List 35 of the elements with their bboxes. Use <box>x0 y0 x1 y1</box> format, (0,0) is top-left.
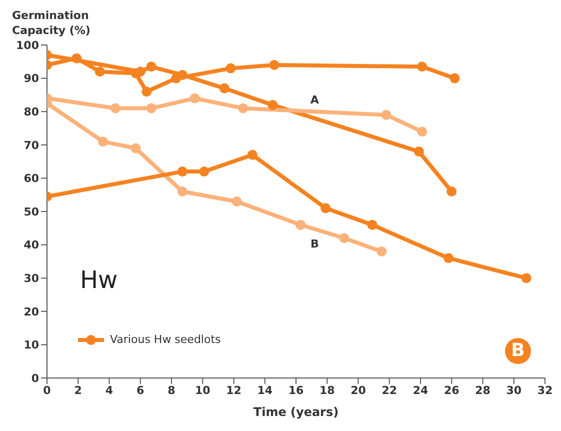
y-tick-label: 30 <box>24 272 40 286</box>
x-tick-label: 8 <box>168 384 176 397</box>
y-tick-label: 50 <box>24 205 40 218</box>
y-tick-label: 70 <box>24 138 40 152</box>
legend-label: Various Hw seedlots <box>110 333 221 346</box>
annotation: B <box>310 237 319 250</box>
y-tick-label: 90 <box>24 72 40 86</box>
annotation: A <box>310 94 320 107</box>
y-tick-label: 60 <box>24 172 40 186</box>
y-tick-label: 0 <box>31 372 40 385</box>
y-tick-label: 40 <box>24 238 40 252</box>
x-tick-label: 18 <box>319 384 335 397</box>
x-tick-label: 30 <box>506 384 522 397</box>
annotation: B <box>505 338 531 364</box>
y-tick-label: 100 <box>16 38 40 52</box>
x-tick-label: 14 <box>257 384 273 397</box>
x-tick-label: 10 <box>194 384 211 397</box>
x-tick-label: 32 <box>537 384 553 397</box>
x-tick-label: 4 <box>105 384 114 397</box>
x-tick-label: 28 <box>475 384 490 397</box>
x-tick-label: 24 <box>412 384 428 397</box>
x-axis-title: Time (years) <box>253 405 339 419</box>
x-tick-label: 12 <box>226 384 242 397</box>
x-tick-label: 26 <box>444 384 460 397</box>
x-tick-label: 16 <box>288 384 304 397</box>
y-tick-label: 20 <box>24 305 40 318</box>
annotation: Hw <box>80 266 118 294</box>
y-axis-title: Germination Capacity (%) <box>12 8 92 38</box>
y-tick-label: 10 <box>24 338 40 352</box>
x-tick-label: 20 <box>350 384 366 397</box>
x-tick-label: 2 <box>74 384 82 397</box>
y-tick-label: 80 <box>24 106 40 119</box>
x-tick-label: 6 <box>136 384 145 397</box>
x-tick-label: 0 <box>43 384 52 397</box>
x-tick-label: 22 <box>382 384 398 397</box>
